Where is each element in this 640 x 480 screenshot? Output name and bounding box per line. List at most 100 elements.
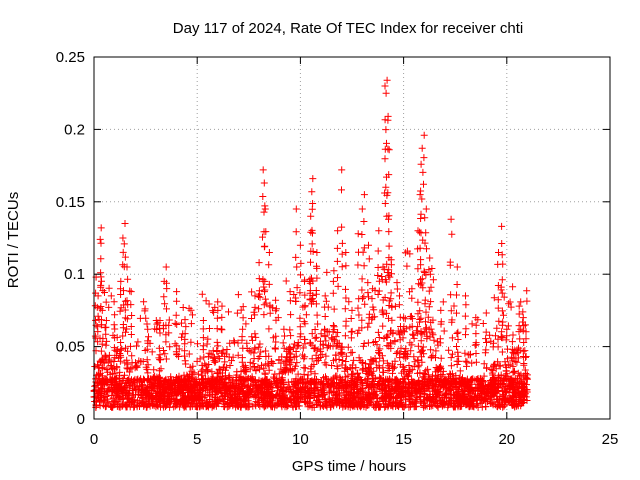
data-point — [262, 299, 270, 307]
data-point — [326, 398, 334, 405]
data-point — [256, 293, 264, 301]
data-point — [517, 298, 525, 306]
data-point — [218, 397, 226, 405]
data-point — [231, 338, 238, 346]
data-point — [183, 371, 191, 379]
data-point — [379, 357, 387, 365]
data-point — [97, 393, 105, 401]
data-point — [312, 380, 320, 388]
data-point — [391, 357, 399, 365]
data-point — [290, 396, 298, 404]
data-point — [265, 398, 273, 405]
data-point — [486, 331, 494, 339]
data-point — [294, 370, 302, 378]
data-point — [122, 328, 129, 336]
data-point — [139, 398, 147, 406]
data-point — [479, 320, 487, 327]
data-point — [412, 327, 420, 335]
data-point — [226, 362, 234, 369]
data-point — [428, 265, 436, 272]
data-point — [467, 350, 474, 358]
data-point — [439, 367, 447, 375]
data-point — [187, 320, 195, 328]
data-point — [187, 338, 195, 346]
data-point — [417, 337, 425, 345]
data-point — [261, 369, 269, 377]
data-point — [448, 334, 456, 342]
data-point — [381, 403, 389, 411]
data-point — [248, 315, 255, 322]
data-point — [409, 331, 417, 339]
data-point — [338, 378, 346, 386]
data-point — [375, 287, 383, 295]
data-point — [410, 334, 418, 342]
data-point — [359, 365, 367, 373]
data-point — [167, 373, 175, 381]
data-point — [387, 389, 395, 397]
data-point — [426, 375, 434, 383]
data-point — [373, 341, 381, 349]
data-point — [330, 383, 337, 391]
data-point — [94, 364, 102, 372]
data-point — [434, 403, 442, 410]
data-point — [480, 360, 488, 368]
data-point — [391, 376, 399, 384]
data-point — [237, 306, 245, 314]
x-tick-label: 20 — [498, 431, 515, 448]
data-point — [205, 300, 213, 308]
data-point — [248, 333, 256, 341]
data-point — [430, 336, 438, 344]
data-point — [282, 388, 290, 396]
data-point — [234, 291, 242, 299]
data-point — [489, 367, 497, 375]
data-point — [102, 391, 110, 399]
data-point — [113, 391, 121, 399]
data-point — [307, 368, 315, 376]
data-point — [414, 357, 422, 364]
data-point — [424, 313, 432, 321]
data-point — [223, 346, 231, 353]
y-tick-label: 0.25 — [56, 49, 85, 66]
data-point — [234, 351, 242, 359]
data-point — [523, 287, 531, 295]
data-point — [425, 303, 433, 311]
data-point — [126, 382, 134, 390]
data-point — [181, 316, 189, 324]
data-point — [452, 372, 460, 380]
data-point — [407, 347, 415, 355]
data-point — [429, 276, 437, 284]
data-point — [374, 381, 381, 389]
data-point — [417, 314, 425, 322]
data-point — [319, 392, 326, 400]
data-point — [149, 400, 157, 408]
x-tick-label: 10 — [292, 431, 309, 448]
data-point — [376, 354, 384, 362]
data-point — [362, 382, 370, 390]
y-tick-label: 0.2 — [64, 121, 85, 138]
data-point — [448, 318, 456, 326]
y-tick-label: 0.15 — [56, 194, 85, 211]
data-point — [393, 285, 401, 293]
data-point — [440, 327, 448, 335]
data-point — [421, 300, 429, 308]
data-point — [299, 351, 307, 359]
data-point — [304, 394, 312, 402]
data-point — [482, 309, 490, 317]
data-point — [332, 333, 340, 341]
data-point — [149, 385, 157, 393]
data-point — [487, 366, 495, 373]
data-point — [304, 371, 312, 379]
data-point — [352, 396, 360, 404]
data-point — [321, 396, 329, 404]
data-point — [403, 262, 411, 270]
data-point — [416, 386, 424, 393]
data-point — [312, 351, 320, 359]
data-point — [299, 344, 307, 352]
data-point — [411, 389, 419, 397]
data-point — [332, 351, 340, 359]
data-point — [262, 387, 270, 395]
data-point — [323, 344, 331, 352]
x-tick-label: 5 — [193, 431, 201, 448]
data-point — [267, 393, 275, 401]
data-point — [178, 319, 185, 327]
